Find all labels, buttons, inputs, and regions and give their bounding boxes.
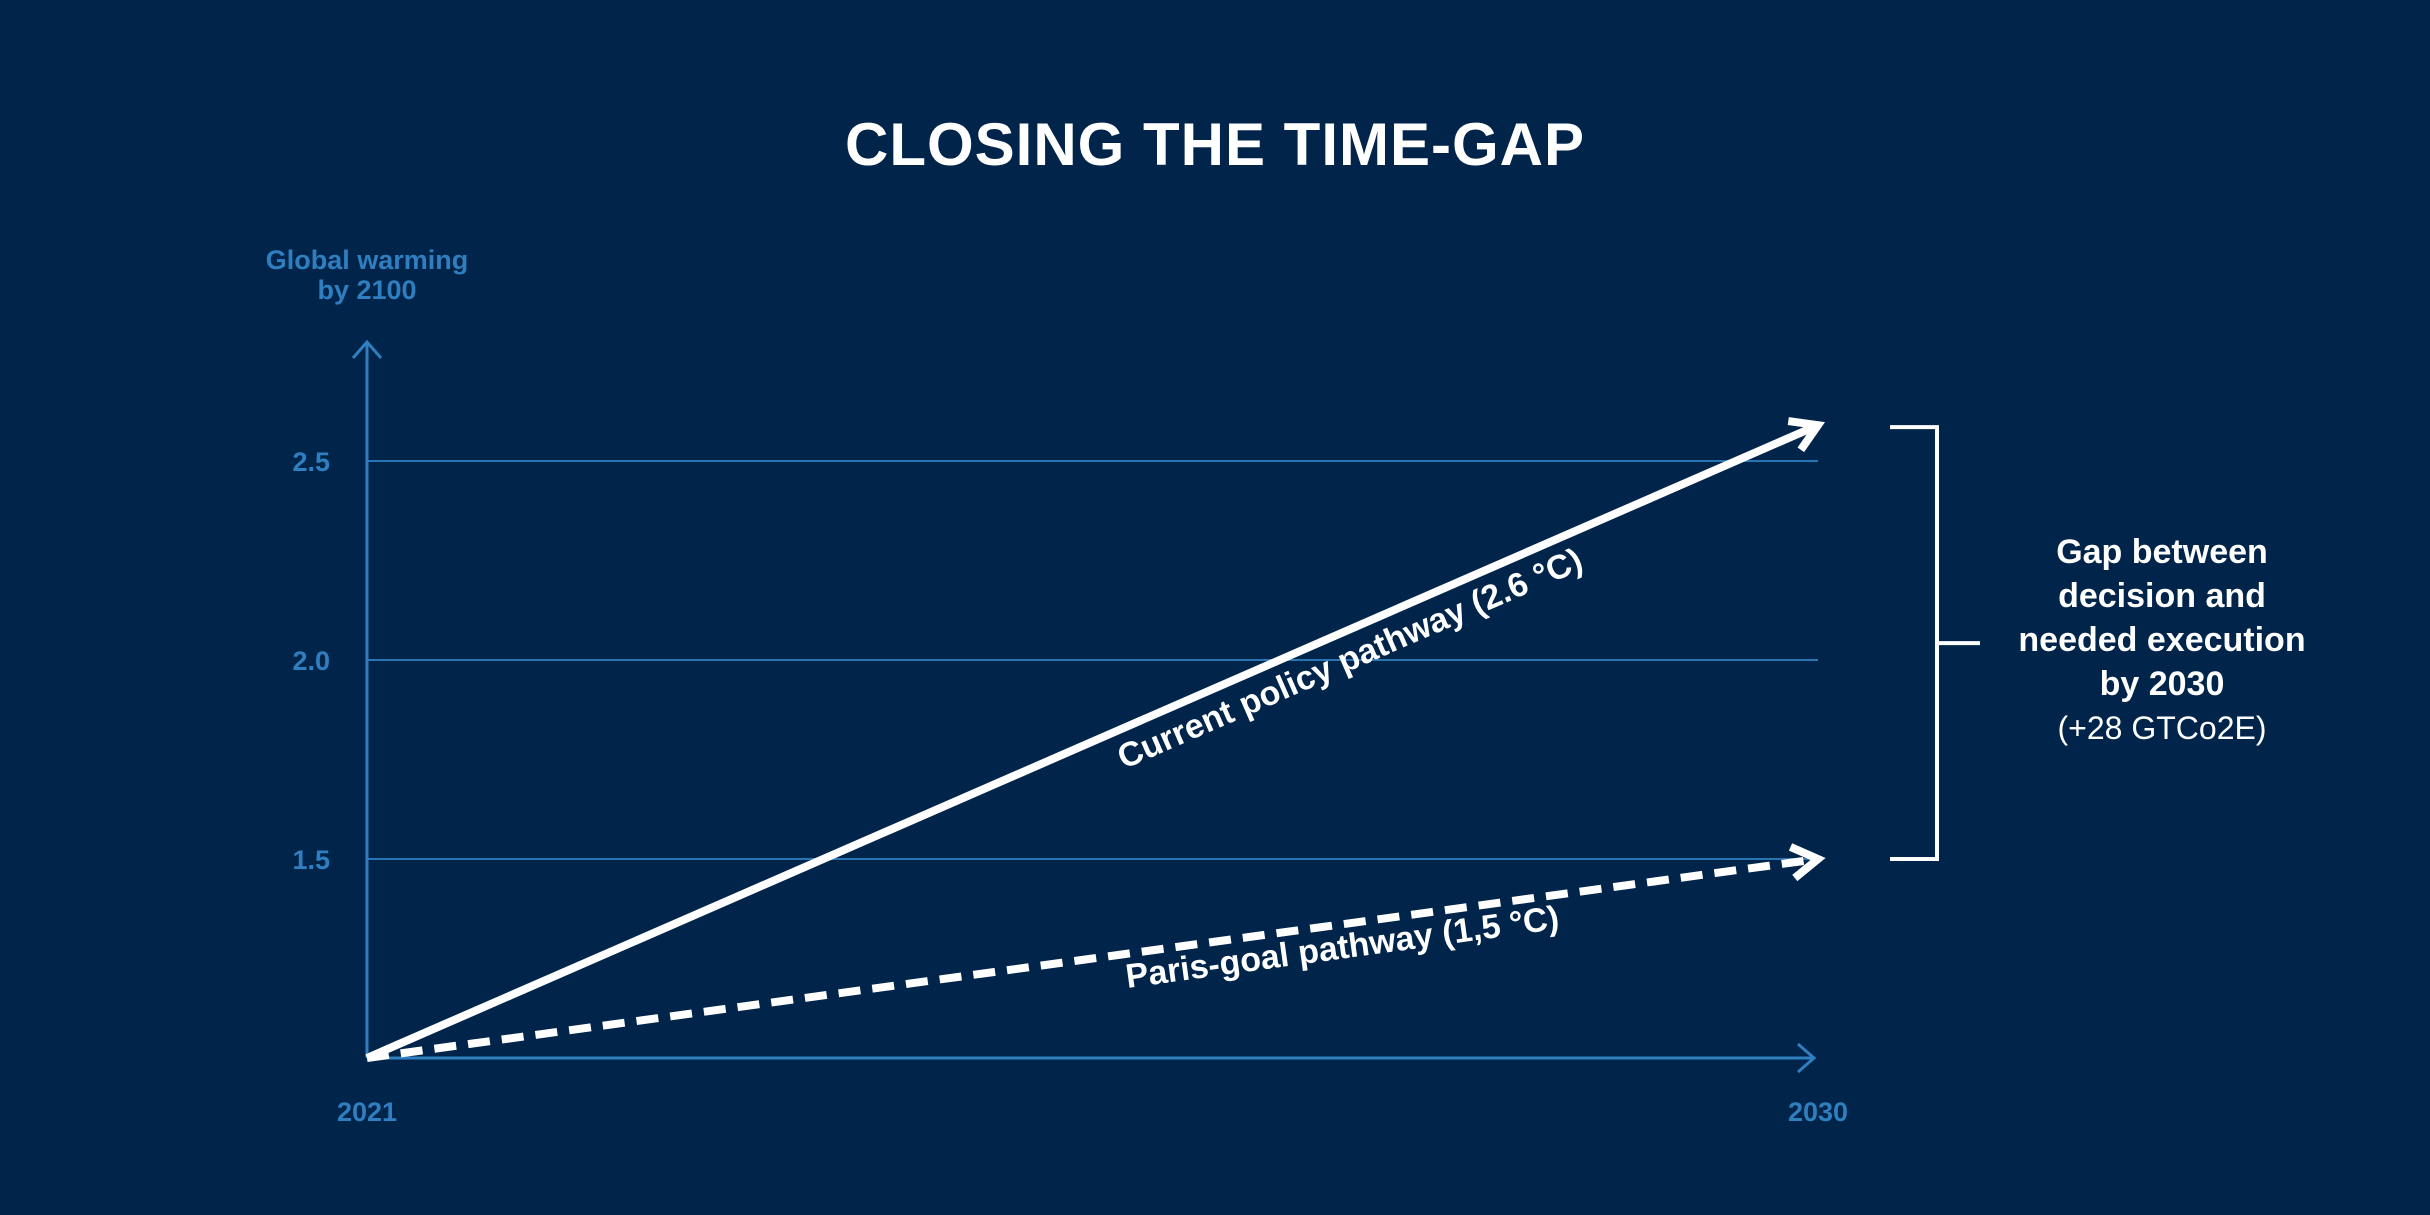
gap-annotation-amount: (+28 GTCo2E) <box>2057 710 2267 746</box>
x-tick-label-2021: 2021 <box>337 1097 397 1127</box>
x-tick-label-2030: 2030 <box>1788 1097 1848 1127</box>
gap-annotation-line-2: decision and <box>2058 577 2266 615</box>
y-axis-label-line-2: by 2100 <box>317 275 416 305</box>
paris-goal-arrowhead <box>1788 843 1826 882</box>
current-policy-label: Current policy pathway (2.6 °C) <box>1112 541 1588 777</box>
chart-title: CLOSING THE TIME-GAP <box>845 111 1585 178</box>
axes-layer <box>351 339 1817 1074</box>
current-policy-line <box>365 423 1816 1062</box>
gap-bracket-layer <box>1890 425 1980 861</box>
paris-goal-line <box>366 855 1815 1062</box>
gap-bracket <box>1890 425 1939 861</box>
current-policy-arrowhead <box>1787 417 1826 453</box>
y-axis-label-line-1: Global warming <box>266 245 469 275</box>
gap-annotation-line-4: by 2030 <box>2099 665 2225 703</box>
x-axis-arrow <box>1797 1042 1817 1074</box>
y-axis-arrow <box>351 339 383 359</box>
y-tick-label-2.0: 2.0 <box>292 646 330 676</box>
gap-annotation: Gap between decision and needed executio… <box>1972 530 2352 750</box>
series-layer <box>365 417 1826 1062</box>
gap-annotation-line-1: Gap between <box>2056 533 2268 571</box>
gap-annotation-line-3: needed execution <box>2018 621 2306 659</box>
series-labels: Current policy pathway (2.6 °C)Paris-goa… <box>1112 541 1588 996</box>
y-tick-label-1.5: 1.5 <box>292 845 330 875</box>
y-tick-label-2.5: 2.5 <box>292 447 330 477</box>
tick-labels: 1.5 2.0 2.5 2021 2030 <box>292 447 1848 1127</box>
grid-layer <box>367 460 1818 860</box>
